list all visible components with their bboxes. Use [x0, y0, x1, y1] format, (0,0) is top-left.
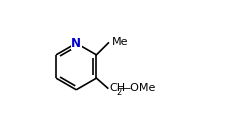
Text: 2: 2 [117, 88, 122, 97]
Text: N: N [71, 37, 81, 50]
Text: CH: CH [109, 83, 125, 93]
Text: —OMe: —OMe [119, 83, 155, 93]
Text: Me: Me [112, 37, 128, 47]
